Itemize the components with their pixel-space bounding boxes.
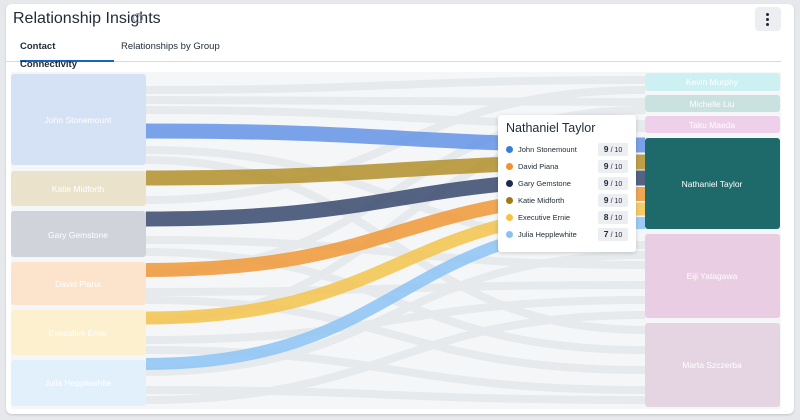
contact-name: Julia Hepplewhite [518, 230, 577, 239]
tooltip-row: Julia Hepplewhite 7 / 10 [506, 228, 628, 242]
score-badge: 7 / 10 [598, 228, 628, 241]
legend-dot-icon [506, 180, 513, 187]
node-kevin-murphy[interactable] [645, 73, 780, 91]
kebab-icon [766, 13, 769, 16]
tooltip-row: Katie Midforth 9 / 10 [506, 194, 628, 208]
node-label: Gary Gemstone [48, 230, 108, 240]
node-label: David Piana [55, 279, 101, 289]
node-nathaniel-taylor[interactable] [645, 138, 780, 229]
tooltip-title: Nathaniel Taylor [506, 121, 596, 135]
node-tooltip: Nathaniel Taylor John Stonemount 9 / 10 … [498, 115, 636, 252]
node-label: Taku Maeda [689, 120, 736, 130]
node-julia-hepplewhite[interactable] [11, 360, 146, 406]
score-badge: 9 / 10 [598, 194, 628, 207]
node-label: Katie Midforth [52, 184, 105, 194]
legend-dot-icon [506, 214, 513, 221]
score-badge: 8 / 10 [598, 211, 628, 224]
score-badge: 9 / 10 [598, 160, 628, 173]
node-label: Julia Hepplewhite [45, 378, 112, 388]
node-michelle-liu[interactable] [645, 95, 780, 112]
node-label: Eiji Yatagawa [687, 271, 738, 281]
left-node-labels: John Stonemount Katie Midforth Gary Gems… [45, 115, 112, 388]
tooltip-row: David Piana 9 / 10 [506, 160, 628, 174]
node-label: Nathaniel Taylor [682, 179, 743, 189]
tooltip-row: John Stonemount 9 / 10 [506, 143, 628, 157]
node-gary-gemstone[interactable] [11, 211, 146, 257]
legend-dot-icon [506, 146, 513, 153]
node-label: John Stonemount [45, 115, 112, 125]
right-node-labels: Kevin Murphy Michelle Liu Taku Maeda Nat… [682, 77, 743, 370]
node-label: Kevin Murphy [686, 77, 739, 87]
legend-dot-icon [506, 163, 513, 170]
score-badge: 9 / 10 [598, 177, 628, 190]
score-badge: 9 / 10 [598, 143, 628, 156]
node-taku-maeda[interactable] [645, 116, 780, 133]
contact-name: David Piana [518, 162, 559, 171]
node-label: Michelle Liu [690, 99, 735, 109]
node-katie-midforth[interactable] [11, 171, 146, 206]
left-nodes [11, 74, 146, 406]
contact-name: Katie Midforth [518, 196, 565, 205]
tab-contact-connectivity[interactable]: Contact Connectivity [20, 38, 114, 70]
more-options-button[interactable] [755, 7, 781, 31]
tooltip-row: Gary Gemstone 9 / 10 [506, 177, 628, 191]
contact-name: Executive Ernie [518, 213, 571, 222]
contact-name: John Stonemount [518, 145, 577, 154]
tab-relationships-by-group[interactable]: Relationships by Group [121, 41, 220, 52]
node-marta-szczerba[interactable] [645, 323, 780, 407]
contact-name: Gary Gemstone [518, 179, 571, 188]
legend-dot-icon [506, 231, 513, 238]
node-executive-ernie[interactable] [11, 310, 146, 355]
help-icon[interactable]: ? [133, 13, 143, 23]
tab-bar: Contact Connectivity Relationships by Gr… [6, 38, 781, 70]
node-label: Marta Szczerba [682, 360, 742, 370]
tooltip-row: Executive Ernie 8 / 10 [506, 211, 628, 225]
node-eiji-yatagawa[interactable] [645, 234, 780, 318]
legend-dot-icon [506, 197, 513, 204]
page-title: Relationship Insights [13, 10, 161, 27]
node-david-piana[interactable] [11, 262, 146, 305]
node-john-stonemount[interactable] [11, 74, 146, 165]
right-nodes [645, 73, 780, 407]
node-label: Executive Ernie [48, 328, 107, 338]
